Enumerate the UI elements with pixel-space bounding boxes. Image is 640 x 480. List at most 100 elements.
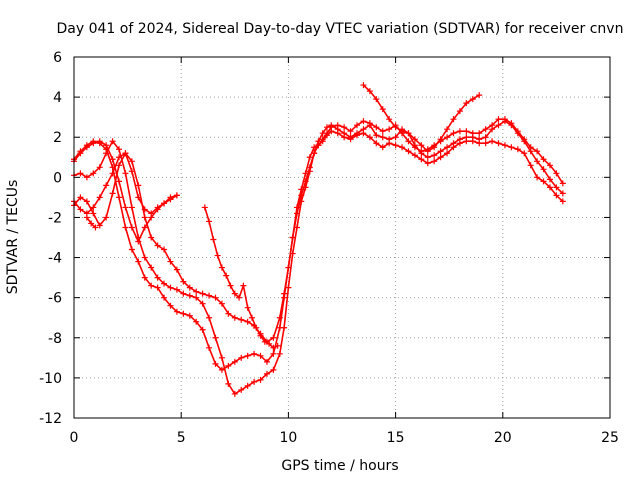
y-tick-label: 0 — [53, 170, 62, 186]
data-point — [411, 152, 418, 159]
data-point — [225, 310, 232, 317]
data-point — [186, 312, 193, 319]
data-point — [285, 264, 292, 271]
data-point — [489, 122, 496, 129]
data-point — [257, 352, 264, 359]
data-point — [379, 144, 386, 151]
series-line — [362, 84, 481, 153]
data-point — [341, 124, 348, 131]
data-point — [212, 294, 219, 301]
data-point — [199, 326, 206, 333]
data-point — [135, 238, 142, 245]
data-point — [116, 178, 123, 185]
data-point — [315, 142, 322, 149]
data-point — [257, 376, 264, 383]
data-point — [463, 100, 470, 107]
data-point — [128, 168, 135, 175]
y-tick-label: -2 — [48, 210, 62, 226]
data-point — [154, 204, 161, 211]
series-track-h — [360, 82, 483, 155]
data-point — [244, 352, 251, 359]
data-point — [431, 144, 438, 151]
series-line — [204, 206, 279, 349]
data-point — [360, 118, 367, 125]
data-point — [141, 206, 148, 213]
data-point — [293, 210, 300, 217]
data-point — [266, 340, 273, 347]
data-point — [298, 192, 305, 199]
data-point — [323, 130, 330, 137]
y-tick-label: 4 — [53, 90, 62, 106]
data-point — [240, 282, 247, 289]
data-point — [83, 144, 90, 151]
data-point — [206, 344, 213, 351]
data-point — [186, 292, 193, 299]
data-point — [463, 128, 470, 135]
data-point — [225, 362, 232, 369]
data-point — [489, 138, 496, 145]
data-point — [77, 150, 84, 157]
data-point — [373, 124, 380, 131]
data-point — [186, 284, 193, 291]
data-point — [206, 218, 213, 225]
data-point — [135, 258, 142, 265]
data-point — [379, 134, 386, 141]
data-point — [373, 132, 380, 139]
data-point — [270, 366, 277, 373]
data-point — [463, 134, 470, 141]
data-point — [418, 148, 425, 155]
series-track-a — [71, 128, 566, 373]
data-point — [161, 280, 168, 287]
data-point — [161, 246, 168, 253]
data-point — [128, 158, 135, 165]
data-point — [193, 288, 200, 295]
data-point — [141, 224, 148, 231]
data-point — [302, 178, 309, 185]
data-point — [116, 162, 123, 169]
data-point — [444, 150, 451, 157]
data-point — [161, 200, 168, 207]
data-point — [469, 96, 476, 103]
data-point — [399, 144, 406, 151]
data-point — [227, 282, 234, 289]
data-point — [311, 150, 318, 157]
data-point — [386, 136, 393, 143]
data-point — [109, 156, 116, 163]
data-point — [135, 182, 142, 189]
data-point — [347, 128, 354, 135]
data-point — [534, 174, 541, 181]
data-point — [193, 318, 200, 325]
data-point — [514, 128, 521, 135]
data-point — [90, 140, 97, 147]
data-point — [212, 334, 219, 341]
data-point — [534, 148, 541, 155]
data-point — [148, 210, 155, 217]
data-point — [96, 222, 103, 229]
data-point — [546, 176, 553, 183]
data-point — [360, 126, 367, 133]
y-tick-label: -12 — [39, 411, 62, 427]
data-point — [231, 290, 238, 297]
series-track-g — [201, 204, 281, 351]
data-point — [482, 134, 489, 141]
axis-ticks: 0 5 10 15 20 25 -12 -10 -8 -6 -4 -2 0 2 4 6 — [39, 50, 619, 446]
data-point — [122, 170, 129, 177]
data-point — [218, 366, 225, 373]
data-point — [476, 136, 483, 143]
data-point — [540, 166, 547, 173]
grid — [74, 57, 610, 418]
data-point — [231, 390, 238, 397]
data-point — [238, 386, 245, 393]
data-point — [173, 286, 180, 293]
data-point — [437, 148, 444, 155]
y-tick-label: -6 — [48, 291, 62, 307]
data-point — [77, 170, 84, 177]
data-point — [281, 324, 288, 331]
data-point — [83, 198, 90, 205]
data-point — [161, 294, 168, 301]
data-point — [90, 170, 97, 177]
data-point — [527, 162, 534, 169]
data-point — [109, 190, 116, 197]
data-point — [201, 204, 208, 211]
